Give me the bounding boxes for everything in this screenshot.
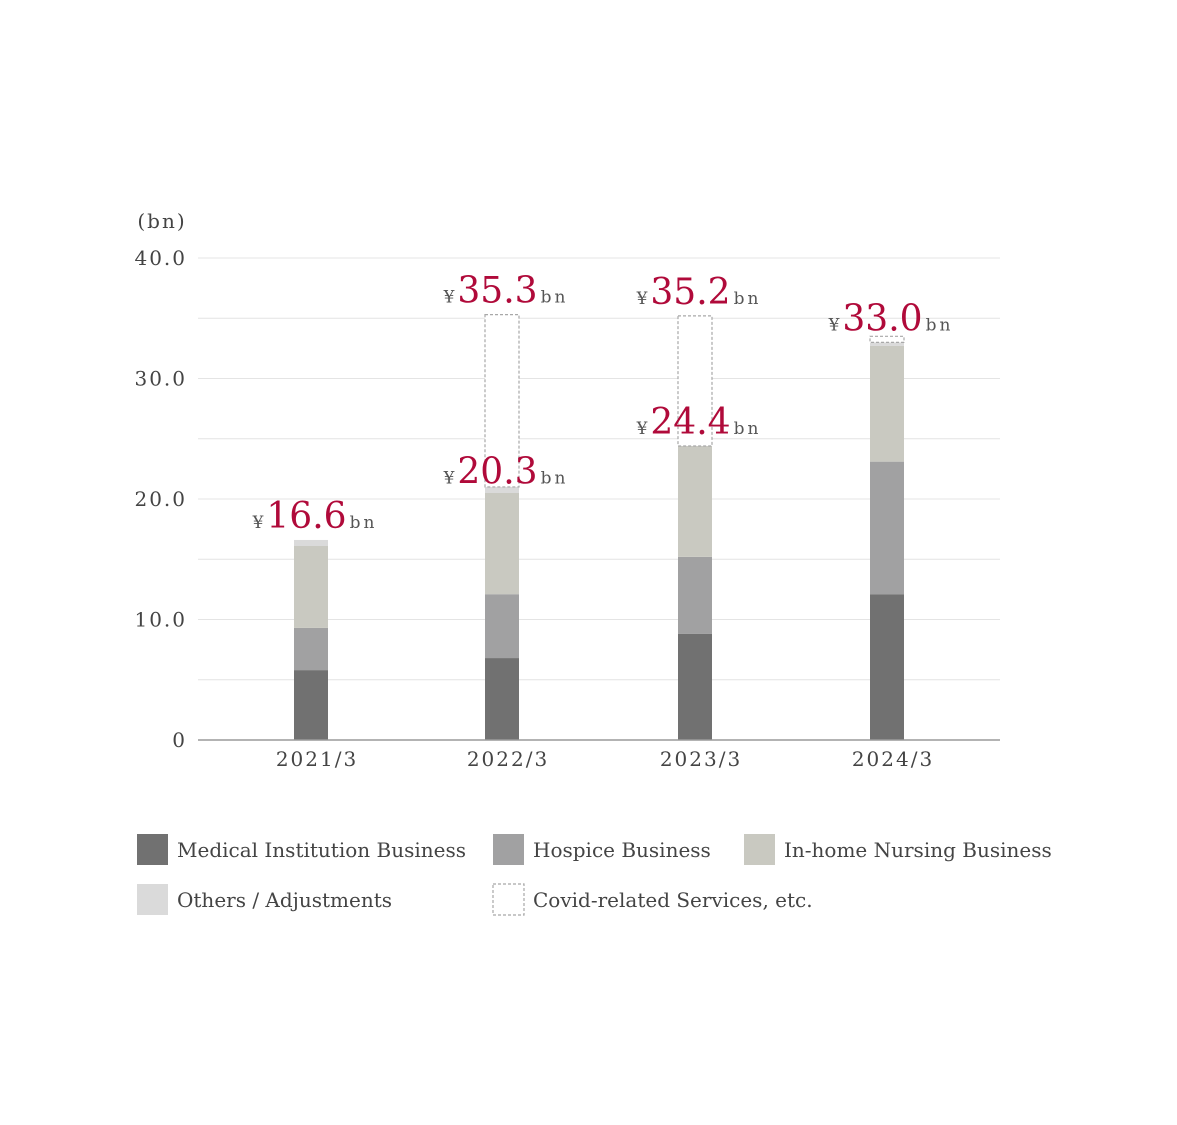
annotation-currency: ¥ [828,315,840,335]
total-annotation: ¥33.0 bn [828,298,954,339]
legend-item: Covid-related Services, etc. [492,883,813,916]
total-annotation: ¥16.6 bn [252,496,378,537]
legend-swatch [137,834,168,865]
annotation-value: 16.6 [266,496,346,537]
annotation-unit: bn [926,315,954,335]
annotation-unit: bn [541,468,569,488]
annotation-currency: ¥ [443,288,455,308]
legend-item: Others / Adjustments [137,884,392,915]
legend-swatch [137,884,168,915]
total-annotation: ¥35.2 bn [636,272,762,313]
bars [294,314,905,740]
annotation-value: 35.2 [650,272,730,313]
total-annotation: ¥35.3 bn [443,271,569,312]
legend-swatch [744,834,775,865]
bar-segment [870,461,904,595]
bar-segment [678,633,712,740]
legend-label: Covid-related Services, etc. [533,888,813,912]
bar-segment [869,335,905,343]
legend-item: Hospice Business [493,834,711,865]
total-annotations: ¥16.6 bn¥20.3 bn¥35.3 bn¥24.4 bn¥35.2 bn¥33.0… [252,271,954,537]
bar-segment [485,492,519,595]
legend-label: In-home Nursing Business [784,838,1052,862]
annotation-value: 33.0 [842,298,922,339]
legend-label: Hospice Business [533,838,711,862]
legend-label: Others / Adjustments [177,888,392,912]
annotation-currency: ¥ [252,513,264,533]
x-tick-label: 2024/3 [852,747,934,771]
annotation-unit: bn [350,513,378,533]
bar-segment [294,627,328,671]
x-tick-label: 2023/3 [660,747,742,771]
annotation-value: 20.3 [457,451,537,492]
bar-segment [485,658,519,740]
bar-segment [870,594,904,740]
legend-swatch [493,834,524,865]
annotation-unit: bn [541,288,569,308]
bar-segment [484,314,520,488]
y-tick-label: 40.0 [134,246,187,270]
bar-segment [677,315,713,447]
legend: Medical Institution Business Hospice Busi… [137,834,1052,916]
y-tick-label: 20.0 [134,487,187,511]
legend-label: Medical Institution Business [177,838,466,862]
x-tick-label: 2021/3 [276,747,358,771]
y-axis-ticks: 0 10.0 20.0 30.0 40.0 [134,246,187,752]
legend-swatch [492,883,525,916]
annotation-currency: ¥ [636,289,648,309]
y-tick-label: 0 [172,728,187,752]
bar-segment [485,486,519,493]
legend-item: In-home Nursing Business [744,834,1052,865]
bar-segment [294,670,328,740]
x-tick-label: 2022/3 [467,747,549,771]
bar-segment [870,342,904,346]
y-axis-unit-label: (bn) [137,209,186,233]
legend-item: Medical Institution Business [137,834,466,865]
bar-segment [678,445,712,557]
y-tick-label: 30.0 [134,367,187,391]
annotation-currency: ¥ [443,468,455,488]
y-tick-label: 10.0 [134,608,187,632]
total-annotation: ¥20.3 bn [443,451,569,492]
bar-segment [485,594,519,659]
annotation-currency: ¥ [636,419,648,439]
bar-segment [294,545,328,628]
bar-segment [294,539,328,546]
annotation-value: 35.3 [457,271,537,312]
x-axis-ticks: 2021/3 2022/3 2023/3 2024/3 [276,747,934,771]
annotation-value: 24.4 [650,402,730,443]
bar-segment [870,345,904,462]
gridlines [198,257,1000,681]
annotation-unit: bn [734,289,762,309]
annotation-unit: bn [734,419,762,439]
bar-segment [678,556,712,634]
total-annotation: ¥24.4 bn [636,402,762,443]
